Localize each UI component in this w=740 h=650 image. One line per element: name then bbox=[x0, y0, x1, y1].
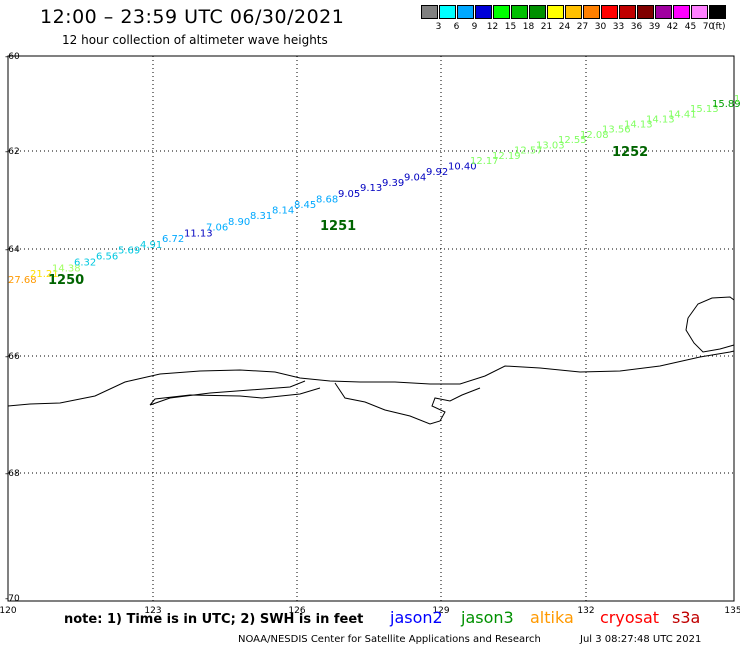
wave-height-value: 14.30 bbox=[734, 94, 740, 105]
scale-swatch bbox=[565, 5, 582, 19]
wave-height-value: 4.91 bbox=[140, 240, 162, 251]
scale-swatch bbox=[691, 5, 708, 19]
wave-height-value: 13.56 bbox=[602, 125, 631, 136]
wave-height-value: 8.14 bbox=[272, 206, 294, 217]
scale-swatch bbox=[619, 5, 636, 19]
footer-date: Jul 3 08:27:48 UTC 2021 bbox=[580, 634, 702, 645]
pass-time-label: 1251 bbox=[320, 219, 356, 234]
satellite-label-altika: altika bbox=[530, 608, 574, 627]
scale-swatch bbox=[511, 5, 528, 19]
scale-label: 6 bbox=[453, 22, 460, 32]
wave-height-value: 12.57 bbox=[514, 146, 543, 157]
pass-time-label: 1250 bbox=[48, 273, 84, 288]
wave-height-value: 8.68 bbox=[316, 194, 338, 205]
wave-height-value: 12.19 bbox=[492, 151, 521, 162]
wave-height-value: 9.13 bbox=[360, 183, 382, 194]
pass-time-label: 1252 bbox=[612, 145, 648, 160]
scale-label: 9 bbox=[471, 22, 478, 32]
satellite-label-jason3: jason3 bbox=[461, 608, 514, 627]
wave-height-value: 27.68 bbox=[8, 275, 37, 286]
wave-height-value: 7.06 bbox=[206, 223, 228, 234]
scale-swatch bbox=[475, 5, 492, 19]
wave-height-value: 8.31 bbox=[250, 211, 272, 222]
lat-label: -62 bbox=[5, 147, 20, 157]
lat-label: -66 bbox=[5, 352, 20, 362]
wave-height-value: 6.72 bbox=[162, 234, 184, 245]
wave-height-value: 11.13 bbox=[184, 228, 213, 239]
map-frame bbox=[7, 55, 735, 602]
scale-swatch bbox=[601, 5, 618, 19]
map-title: 12:00 – 23:59 UTC 06/30/2021 bbox=[40, 6, 345, 28]
wave-height-value: 21.21 bbox=[30, 269, 59, 280]
wave-height-value: 9.39 bbox=[382, 178, 404, 189]
scale-swatch bbox=[709, 5, 726, 19]
footer-credit: NOAA/NESDIS Center for Satellite Applica… bbox=[238, 634, 541, 645]
map-subtitle: 12 hour collection of altimeter wave hei… bbox=[62, 33, 328, 47]
wave-height-value: 13.03 bbox=[536, 140, 565, 151]
lon-label: 132 bbox=[577, 606, 594, 616]
wave-height-value: 12.17 bbox=[470, 156, 499, 167]
satellite-label-jason2: jason2 bbox=[390, 608, 443, 627]
wave-height-value: 9.04 bbox=[404, 172, 426, 183]
coastline-bay bbox=[334, 382, 481, 425]
scale-label: 27 bbox=[576, 22, 589, 32]
scale-label: 39 bbox=[648, 22, 661, 32]
scale-swatch bbox=[529, 5, 546, 19]
scale-label: 45 bbox=[684, 22, 697, 32]
lon-label: 120 bbox=[0, 606, 17, 616]
satellite-label-s3a: s3a bbox=[672, 608, 701, 627]
scale-label: 24 bbox=[558, 22, 571, 32]
scale-swatch bbox=[547, 5, 564, 19]
wave-height-value: 6.56 bbox=[96, 252, 118, 263]
scale-label: 42 bbox=[666, 22, 679, 32]
scale-label: 70 bbox=[702, 22, 715, 32]
wave-height-value: 14.13 bbox=[624, 120, 653, 131]
wave-height-value: 8.90 bbox=[228, 217, 250, 228]
scale-swatch bbox=[493, 5, 510, 19]
coastline bbox=[7, 350, 735, 407]
coastline-shelf bbox=[149, 380, 321, 406]
scale-label: 12 bbox=[486, 22, 499, 32]
scale-swatch bbox=[637, 5, 654, 19]
wave-height-value: 6.32 bbox=[74, 257, 96, 268]
scale-swatch bbox=[439, 5, 456, 19]
lat-label: -70 bbox=[5, 594, 20, 604]
wave-height-value: 15.13 bbox=[690, 104, 719, 115]
scale-swatch bbox=[673, 5, 690, 19]
wave-height-value: 8.45 bbox=[294, 200, 316, 211]
wave-height-value: 9.92 bbox=[426, 167, 448, 178]
scale-label: 3 bbox=[435, 22, 442, 32]
lat-label: -64 bbox=[5, 245, 20, 255]
lon-label: 123 bbox=[144, 606, 161, 616]
scale-swatch bbox=[457, 5, 474, 19]
scale-swatch bbox=[583, 5, 600, 19]
wave-height-value: 12.55 bbox=[558, 135, 587, 146]
scale-label: 30 bbox=[594, 22, 607, 32]
lat-label: -68 bbox=[5, 469, 20, 479]
coastline-island bbox=[685, 296, 735, 353]
wave-height-value: 10.40 bbox=[448, 162, 477, 173]
scale-swatch bbox=[421, 5, 438, 19]
note-text: note: 1) Time is in UTC; 2) SWH is in fe… bbox=[64, 612, 364, 627]
wave-height-value: 12.08 bbox=[580, 130, 609, 141]
scale-label: 33 bbox=[612, 22, 625, 32]
lon-label: 129 bbox=[432, 606, 449, 616]
wave-height-value: 14.41 bbox=[668, 109, 697, 120]
scale-label: 21 bbox=[540, 22, 553, 32]
scale-label: 18 bbox=[522, 22, 535, 32]
wave-height-value: 14.13 bbox=[646, 114, 675, 125]
wave-height-value: 14.38 bbox=[52, 263, 81, 274]
scale-label: 15 bbox=[504, 22, 517, 32]
lon-label: 126 bbox=[288, 606, 305, 616]
wave-height-value: 9.05 bbox=[338, 189, 360, 200]
lon-label: 135 bbox=[724, 606, 740, 616]
satellite-label-cryosat: cryosat bbox=[600, 608, 660, 627]
scale-unit: (ft) bbox=[712, 22, 726, 32]
lat-label: -60 bbox=[5, 52, 20, 62]
wave-height-value: 15.89 bbox=[712, 99, 740, 110]
scale-label: 36 bbox=[630, 22, 643, 32]
wave-height-value: 5.69 bbox=[118, 246, 140, 257]
scale-swatch bbox=[655, 5, 672, 19]
